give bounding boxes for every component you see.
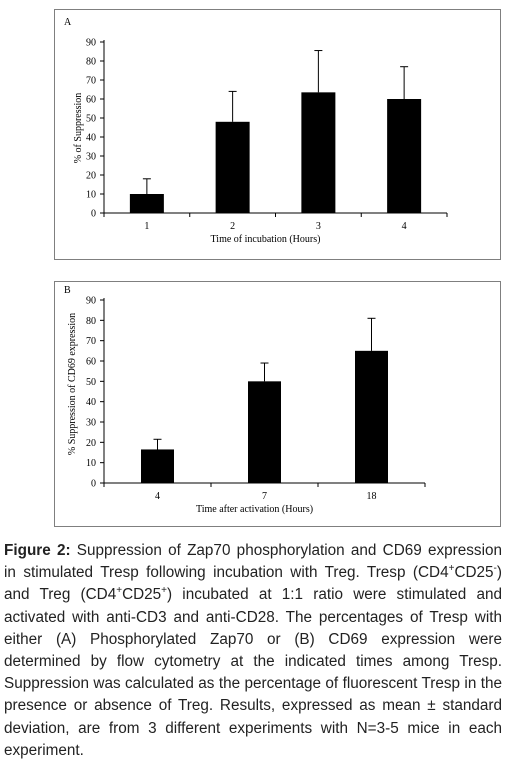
caption-text-5: ) incubated at 1:1 ratio were stimulated… — [4, 586, 502, 759]
y-tick-label: 30 — [86, 418, 96, 429]
bar — [141, 449, 174, 483]
y-tick-label: 50 — [86, 377, 96, 388]
y-tick-label: 0 — [91, 479, 96, 490]
y-tick-label: 60 — [86, 357, 96, 368]
bar — [355, 350, 388, 483]
caption-text-3: ) and Treg (CD4 — [4, 564, 502, 604]
y-axis-title: % of Suppression — [73, 93, 84, 164]
figure-caption: Figure 2: Suppression of Zap70 phosphory… — [4, 540, 502, 762]
y-tick-label: 90 — [86, 38, 96, 49]
y-tick-label: 80 — [86, 57, 96, 68]
caption-label: Figure 2: — [4, 542, 71, 559]
panel-label: B — [64, 285, 71, 296]
caption-sup-4: + — [161, 585, 168, 597]
chart-panel-a: A 0 10 20 30 40 50 60 70 80 90 1 2 3 4 Time of incubati… — [54, 9, 501, 260]
y-tick-label: 20 — [86, 438, 96, 449]
chart-b: B 0 10 20 30 40 50 60 70 80 90 4 7 18 Time after activ… — [64, 285, 426, 515]
y-tick-label: 10 — [86, 190, 96, 201]
bar — [215, 121, 250, 213]
bar — [301, 92, 336, 213]
y-tick-label: 40 — [86, 397, 96, 408]
chart-panel-b: B 0 10 20 30 40 50 60 70 80 90 4 7 18 Time after activ… — [54, 281, 501, 527]
y-tick-label: 70 — [86, 76, 96, 87]
x-tick-label: 1 — [144, 221, 149, 232]
x-axis-title: Time of incubation (Hours) — [211, 234, 321, 245]
bar — [387, 99, 422, 213]
y-tick-label: 20 — [86, 171, 96, 182]
bar — [248, 381, 281, 483]
x-tick-label: 3 — [316, 221, 321, 232]
y-tick-label: 0 — [91, 209, 96, 220]
x-tick-label: 4 — [155, 491, 160, 502]
x-tick-label: 18 — [367, 491, 377, 502]
x-tick-label: 4 — [402, 221, 407, 232]
chart-a: A 0 10 20 30 40 50 60 70 80 90 1 2 3 4 Time of incubati… — [64, 17, 448, 245]
caption-text-1: Suppression of Zap70 phosphorylation and… — [4, 542, 502, 582]
y-tick-label: 30 — [86, 152, 96, 163]
y-tick-label: 60 — [86, 95, 96, 106]
x-tick-label: 2 — [230, 221, 235, 232]
bar — [129, 194, 164, 213]
caption-text-4: CD25 — [122, 586, 162, 604]
y-tick-label: 90 — [86, 296, 96, 307]
y-tick-label: 50 — [86, 114, 96, 125]
caption-sup-1: + — [448, 563, 455, 575]
panel-label: A — [64, 17, 72, 28]
y-tick-label: 80 — [86, 316, 96, 327]
y-tick-label: 70 — [86, 336, 96, 347]
y-tick-label: 10 — [86, 458, 96, 469]
x-tick-label: 7 — [262, 491, 267, 502]
y-tick-label: 40 — [86, 133, 96, 144]
caption-text-2: CD25 — [454, 564, 494, 582]
y-axis-title: % Suppression of CD69 expression — [67, 313, 78, 455]
x-axis-title: Time after activation (Hours) — [196, 504, 313, 515]
caption-sup-3: + — [116, 585, 123, 597]
caption-sup-2: - — [493, 563, 497, 575]
